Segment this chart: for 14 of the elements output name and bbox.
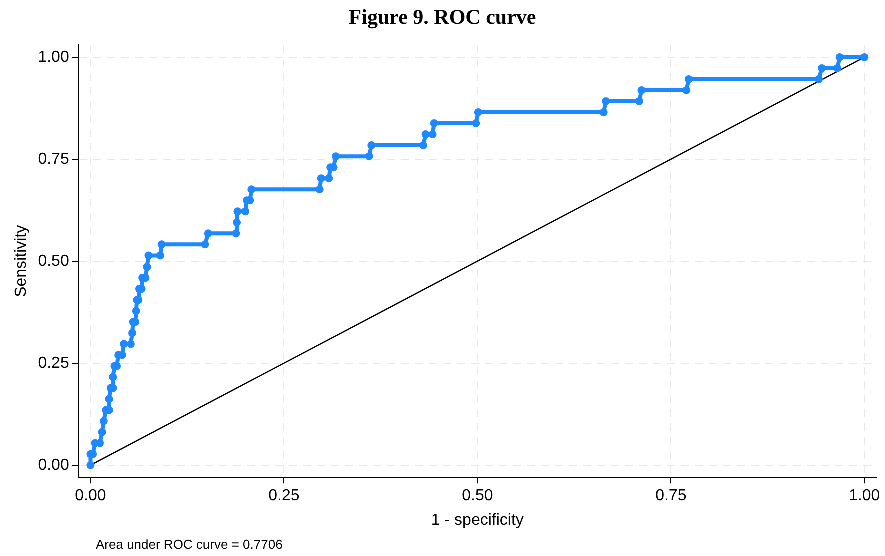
- x-tick-label: 0.25: [268, 488, 300, 505]
- y-tick-label: 0.25: [38, 354, 70, 372]
- y-tick-label: 0.00: [38, 456, 70, 474]
- x-tick-label: 1.00: [849, 488, 880, 505]
- text: Area under ROC curve = 0.7706: [96, 537, 283, 552]
- y-tick-label: 1.00: [38, 48, 70, 66]
- x-tick-label: 0.50: [462, 488, 494, 505]
- x-tick-label: 0.75: [656, 488, 687, 505]
- chart-title: Figure 9. ROC curve: [348, 5, 536, 30]
- x-tick-label: 0.00: [75, 488, 106, 505]
- y-tick-label: 0.75: [38, 150, 70, 168]
- x-axis-title: 1 - specificity: [431, 512, 524, 529]
- y-tick-label: 0.50: [38, 252, 70, 270]
- y-axis-title: Sensitivity: [13, 225, 30, 298]
